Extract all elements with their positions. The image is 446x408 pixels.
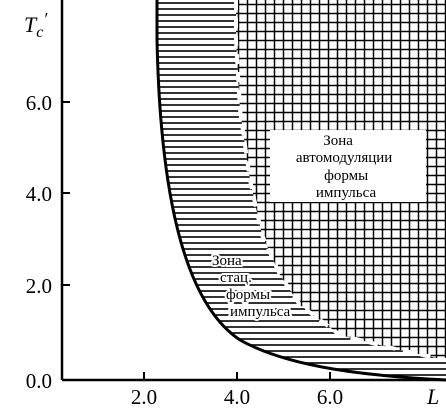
y-axis-name-prime: ′ (43, 9, 48, 29)
y-tick-label: 2.0 (26, 274, 52, 298)
stat-label-line-4: импульса (230, 304, 291, 320)
auto-modulation-label-bg (270, 130, 426, 202)
auto-modulation-zone-label: Зона автомодуляции формы импульса (296, 133, 396, 201)
auto-label-line-4: импульса (316, 185, 377, 201)
auto-label-line-1: Зона (323, 133, 353, 149)
stationary-zone-label: Зона стац. формы импульса (212, 253, 291, 320)
x-axis-name: L (426, 384, 439, 408)
y-axis-name: Tc′ (24, 9, 48, 41)
stat-label-line-3: формы (226, 287, 270, 303)
y-axis-name-sub: c (36, 24, 43, 41)
y-tick-label: 0.0 (26, 369, 52, 393)
x-tick-label: 4.0 (224, 385, 250, 408)
zone-boundary-solid (155, 0, 446, 382)
y-tick-label: 6.0 (26, 91, 52, 115)
auto-label-line-3: формы (324, 168, 368, 184)
zone-boundary-dashed (234, 0, 446, 362)
y-tick-label: 4.0 (26, 182, 52, 206)
stat-label-line-2: стац. (220, 270, 252, 286)
auto-label-line-2: автомодуляции (296, 150, 392, 166)
x-tick-label: 6.0 (317, 385, 343, 408)
x-tick-label: 2.0 (131, 385, 157, 408)
stationary-zone-region (157, 0, 446, 380)
y-axis-name-main: T (24, 12, 38, 37)
stat-label-line-1: Зона (212, 253, 242, 269)
